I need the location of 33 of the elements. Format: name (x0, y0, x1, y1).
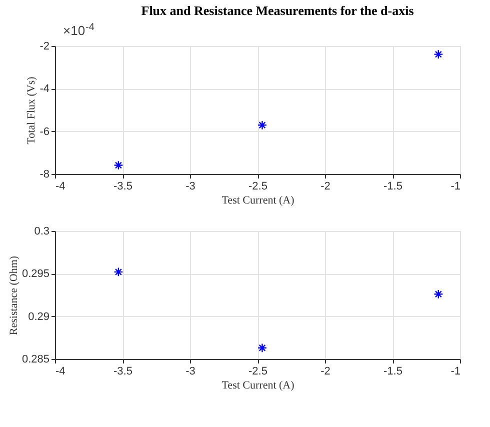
y-axis-title: Total Flux (Vs) (26, 76, 38, 144)
x-tick-label: -1.5 (384, 366, 402, 378)
x-tick-label: -3.5 (114, 366, 132, 378)
x-axis-title: Test Current (A) (222, 380, 295, 392)
chart-title: Flux and Resistance Measurements for the d-axis (141, 3, 414, 18)
y-tick-label: 0.3 (34, 226, 50, 238)
point (434, 289, 444, 299)
y-axis-title: Resistance (Ohm) (8, 256, 20, 336)
y-tick-label: -2 (40, 40, 50, 52)
y-tick-label: -6 (40, 126, 50, 138)
point (434, 50, 444, 60)
point (257, 343, 268, 353)
point (257, 120, 268, 130)
y-tick-label: 0.295 (22, 268, 50, 280)
x-tick-label: -3 (186, 180, 196, 192)
y-tick-label: 0.29 (28, 310, 50, 323)
x-tick-label: -2 (320, 180, 330, 192)
x-tick-label: -3.5 (114, 180, 132, 192)
x-tick-label: -3 (186, 366, 196, 378)
y-tick-label: -8 (40, 168, 50, 180)
y-tick-label: -4 (40, 83, 50, 96)
x-tick-label: -4 (56, 366, 66, 378)
y-tick-label: 0.285 (22, 354, 50, 366)
point (114, 267, 124, 277)
x-tick-label: -1.5 (384, 180, 402, 192)
x-tick-label: -2.5 (248, 180, 268, 192)
x-axis-title: Test Current (A) (222, 194, 295, 206)
x-tick-label: -1 (450, 366, 460, 378)
x-tick-label: -2 (320, 366, 330, 378)
x-tick-label: -1 (450, 180, 460, 192)
x-tick-label: -4 (56, 180, 66, 192)
point (114, 160, 124, 170)
x-tick-label: -2.5 (248, 366, 268, 378)
